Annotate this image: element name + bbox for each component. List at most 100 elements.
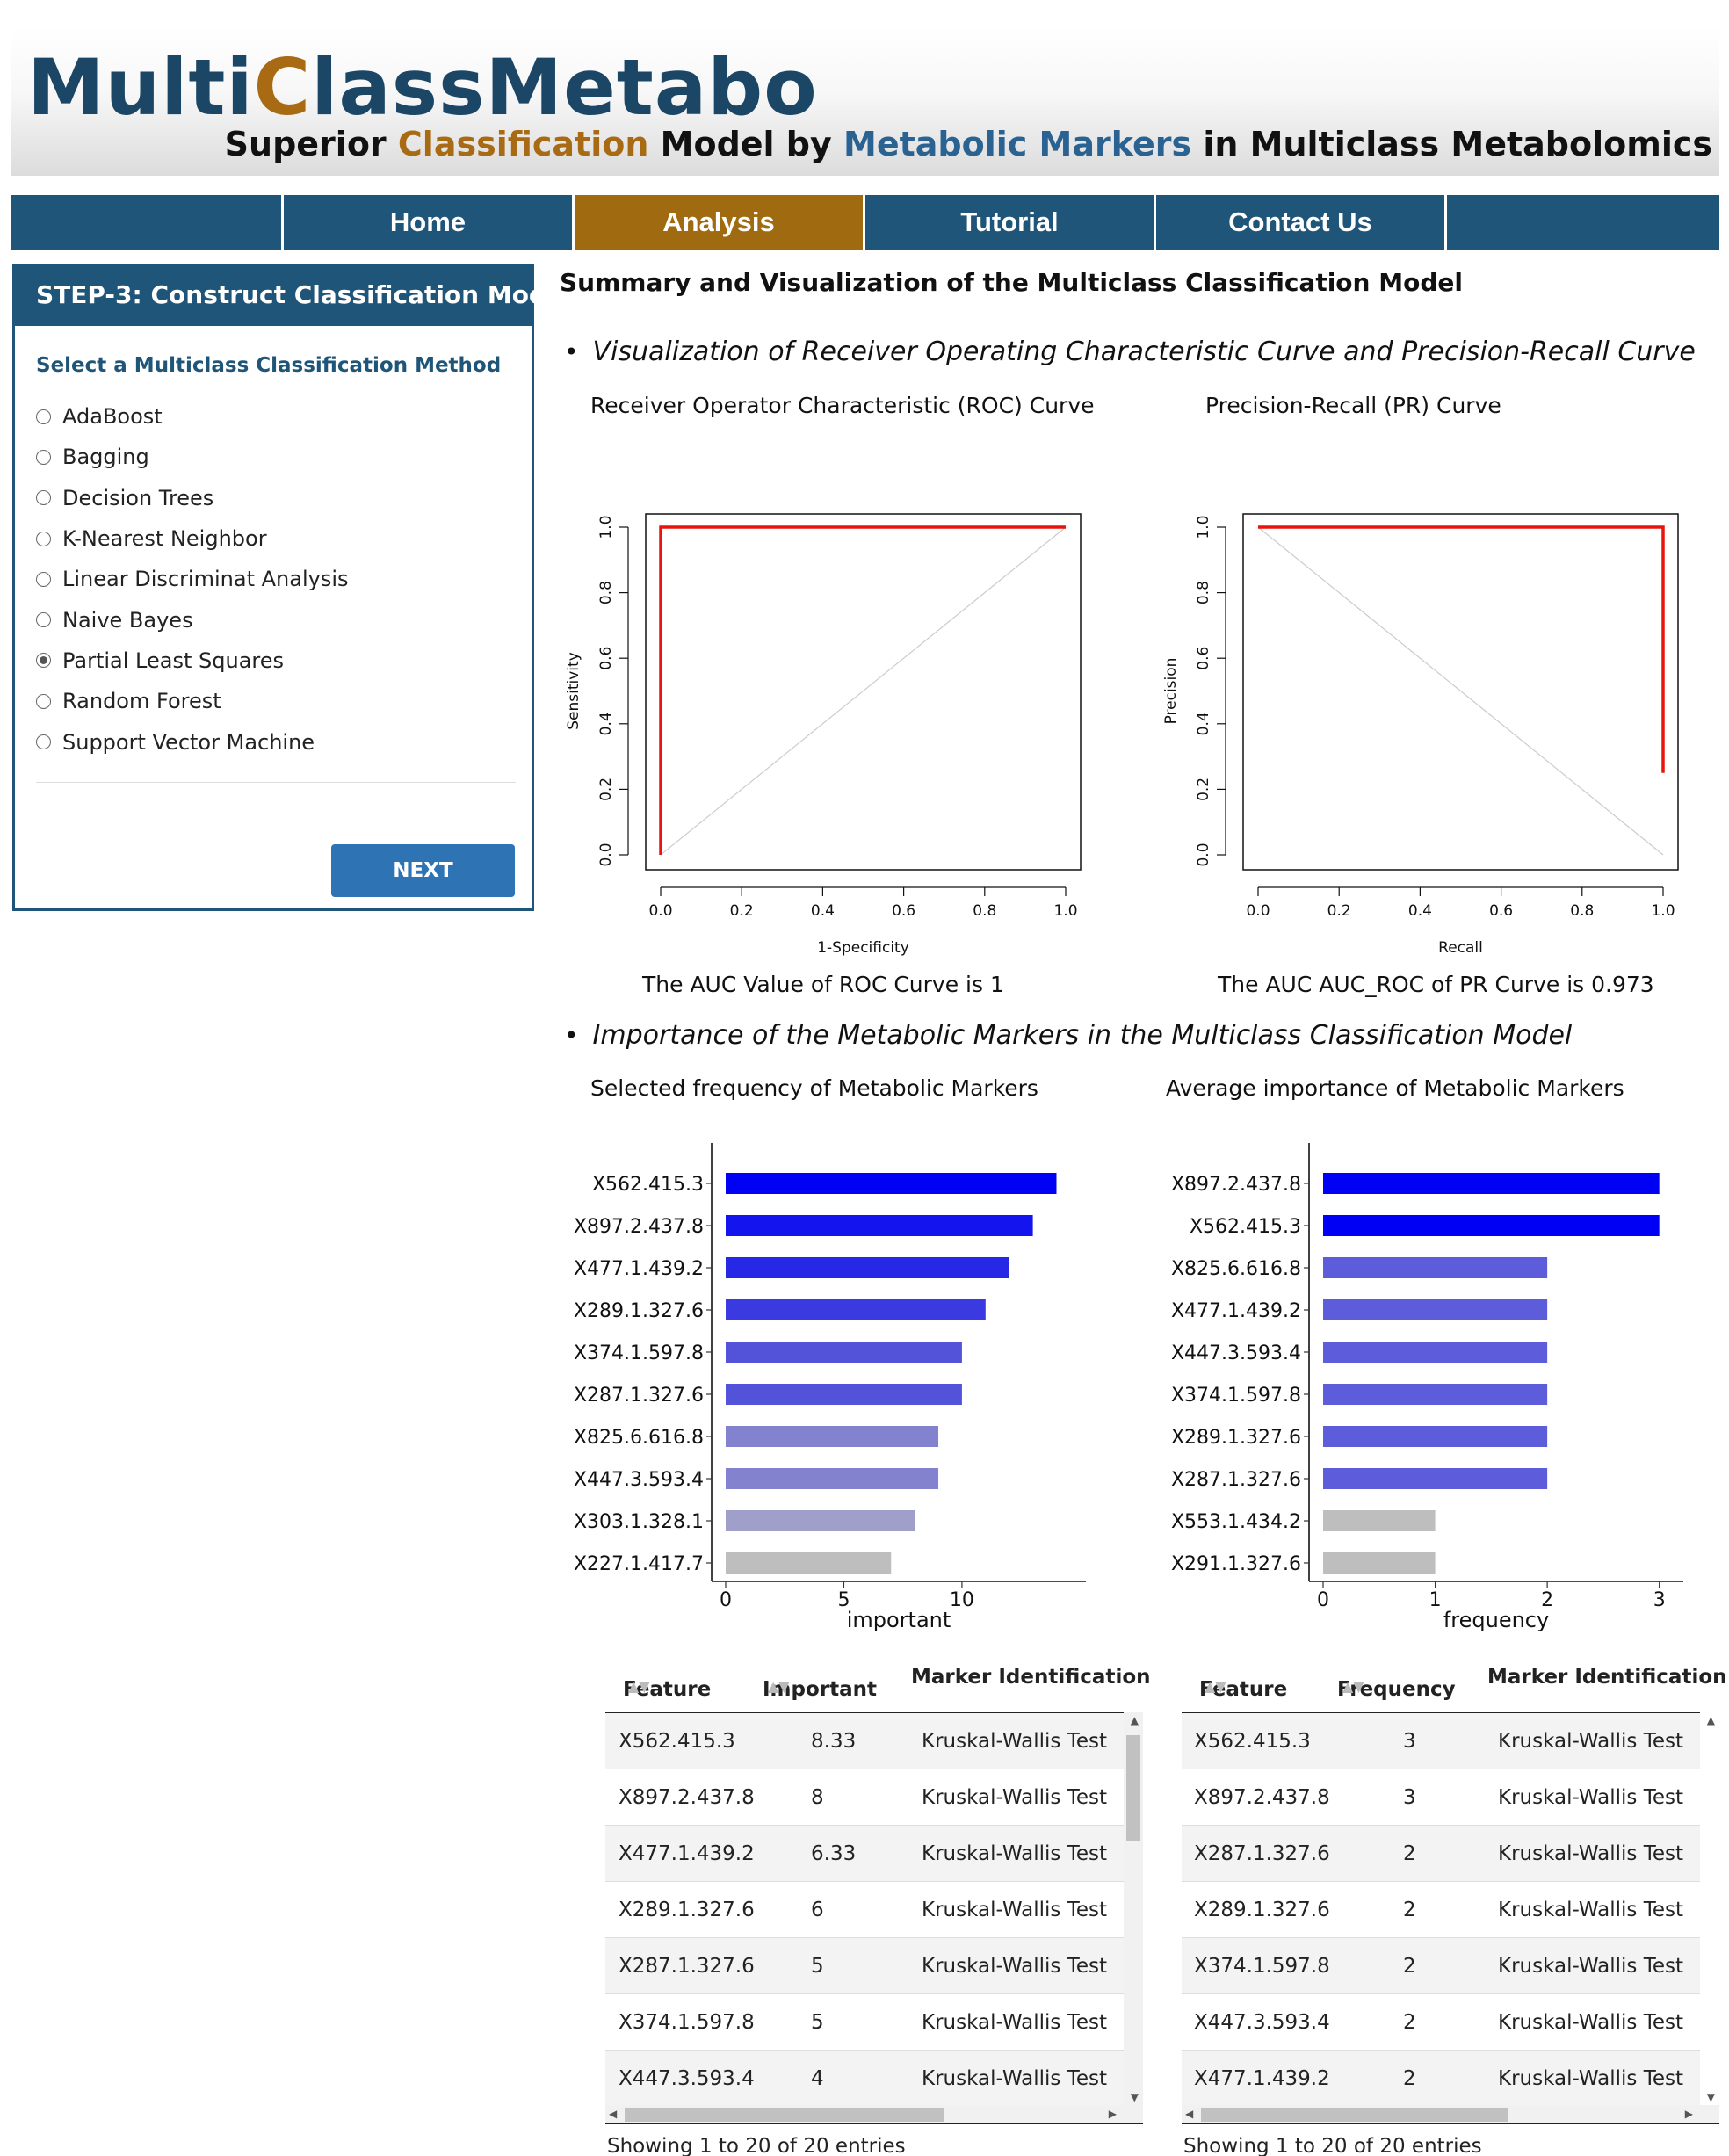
table-row[interactable]: X447.3.593.4 4 Kruskal-Wallis Test (605, 2051, 1143, 2105)
radio-icon[interactable] (36, 449, 51, 465)
site-logo[interactable]: MultiClassMetabo (27, 42, 818, 133)
cell-marker: Kruskal-Wallis Test (922, 1842, 1107, 1865)
frequency-table: Feature ▲▼ Frequency ▲▼ Marker Identificat… (1182, 1653, 1727, 2156)
method-option[interactable]: Bagging (36, 437, 349, 477)
table-row[interactable]: X562.415.3 8.33 Kruskal-Wallis Test (605, 1713, 1143, 1769)
method-prompt: Select a Multiclass Classification Metho… (36, 354, 502, 377)
radio-icon[interactable] (36, 409, 51, 424)
table-row[interactable]: X374.1.597.8 5 Kruskal-Wallis Test (605, 1994, 1143, 2051)
nav-contact-us[interactable]: Contact Us (1156, 195, 1447, 250)
cell-marker: Kruskal-Wallis Test (1498, 1842, 1683, 1865)
table-body: X562.415.3 3 Kruskal-Wallis Test X897.2.437… (1182, 1712, 1719, 2105)
x-tick-label: 3 (1653, 1589, 1666, 1611)
vertical-scrollbar[interactable]: ▲ ▼ (1124, 1712, 1143, 2105)
importance-chart-title: Average importance of Metabolic Markers (1166, 1075, 1624, 1101)
table-info: Showing 1 to 20 of 20 entries (1183, 2135, 1482, 2156)
radio-checked-icon[interactable] (36, 653, 51, 669)
bar (726, 1426, 939, 1447)
cell-important: 5 (811, 2011, 824, 2034)
bar (726, 1257, 1009, 1278)
table-row[interactable]: X477.1.439.2 6.33 Kruskal-Wallis Test (605, 1826, 1143, 1882)
table-row[interactable]: X562.415.3 3 Kruskal-Wallis Test (1182, 1713, 1719, 1769)
scroll-left-icon[interactable]: ◀ (1185, 2108, 1194, 2120)
section-roc-pr: • Visualization of Receiver Operating Cha… (564, 336, 1696, 367)
important-bar-chart: X562.415.3 X897.2.437.8 X477.1.439.2 X289.1… (574, 1143, 1086, 1632)
bullet-icon: • (564, 1021, 579, 1050)
method-option-label: Linear Discriminat Analysis (62, 567, 349, 592)
x-tick-label: 5 (837, 1589, 850, 1611)
next-button[interactable]: NEXT (331, 844, 515, 897)
vertical-scrollbar[interactable]: ▲ ▼ (1700, 1712, 1719, 2105)
column-header-marker[interactable]: Marker Identification (1487, 1666, 1727, 1689)
pr-chart: 0.0 0.2 0.4 0.6 0.8 1.0 0.0 0.2 0.4 0.6 0.8 1.0 Reca… (1162, 513, 1679, 957)
scroll-left-icon[interactable]: ◀ (609, 2108, 618, 2120)
horizontal-scrollbar[interactable]: ◀ ▶ (605, 2105, 1143, 2124)
bar (1323, 1173, 1660, 1194)
radio-icon[interactable] (36, 490, 51, 506)
method-option[interactable]: Linear Discriminat Analysis (36, 559, 349, 599)
nav-analysis[interactable]: Analysis (575, 195, 865, 250)
frequency-chart-title: Selected frequency of Metabolic Markers (590, 1075, 1038, 1101)
cell-important: 6.33 (811, 1842, 857, 1865)
method-option-label: Random Forest (62, 689, 221, 714)
scroll-thumb[interactable] (1201, 2108, 1508, 2122)
method-option[interactable]: Partial Least Squares (36, 640, 349, 681)
y-tick-label: X303.1.328.1 (574, 1511, 704, 1533)
method-option[interactable]: Naive Bayes (36, 599, 349, 640)
bar (1323, 1426, 1548, 1447)
x-tick-label: 1 (1429, 1589, 1442, 1611)
cell-marker: Kruskal-Wallis Test (922, 1955, 1107, 1978)
site-header: MultiClassMetabo Superior Classification… (11, 26, 1719, 176)
table-row[interactable]: X447.3.593.4 2 Kruskal-Wallis Test (1182, 1994, 1719, 2051)
table-row[interactable]: X289.1.327.6 2 Kruskal-Wallis Test (1182, 1882, 1719, 1938)
cell-important: 6 (811, 1899, 824, 1921)
method-option[interactable]: AdaBoost (36, 396, 349, 437)
table-row[interactable]: X287.1.327.6 2 Kruskal-Wallis Test (1182, 1826, 1719, 1882)
scroll-down-icon[interactable]: ▼ (1706, 2091, 1715, 2103)
nav-tutorial[interactable]: Tutorial (865, 195, 1156, 250)
bar (1323, 1257, 1548, 1278)
scroll-right-icon[interactable]: ▶ (1684, 2108, 1693, 2120)
cell-frequency: 2 (1403, 1842, 1416, 1865)
table-row[interactable]: X477.1.439.2 2 Kruskal-Wallis Test (1182, 2051, 1719, 2105)
table-row[interactable]: X897.2.437.8 3 Kruskal-Wallis Test (1182, 1769, 1719, 1826)
reference-line (1257, 526, 1664, 856)
scroll-thumb[interactable] (625, 2108, 944, 2122)
column-header-marker[interactable]: Marker Identification (911, 1666, 1151, 1689)
scroll-right-icon[interactable]: ▶ (1108, 2108, 1117, 2120)
bar (726, 1384, 962, 1405)
table-row[interactable]: X287.1.327.6 5 Kruskal-Wallis Test (605, 1938, 1143, 1994)
nav-home[interactable]: Home (284, 195, 575, 250)
table-row[interactable]: X289.1.327.6 6 Kruskal-Wallis Test (605, 1882, 1143, 1938)
method-option[interactable]: Random Forest (36, 681, 349, 721)
cell-important: 8.33 (811, 1730, 857, 1753)
scroll-down-icon[interactable]: ▼ (1130, 2091, 1139, 2103)
scroll-up-icon[interactable]: ▲ (1130, 1714, 1139, 1726)
method-option[interactable]: K-Nearest Neighbor (36, 518, 349, 559)
radio-icon[interactable] (36, 734, 51, 750)
y-tick-label: X289.1.327.6 (574, 1300, 704, 1322)
radio-icon[interactable] (36, 531, 51, 546)
table-row[interactable]: X897.2.437.8 8 Kruskal-Wallis Test (605, 1769, 1143, 1826)
bar (726, 1173, 1057, 1194)
cell-marker: Kruskal-Wallis Test (922, 1730, 1107, 1753)
nav-spacer-right (1447, 195, 1719, 250)
cell-feature: X289.1.327.6 (1194, 1899, 1330, 1921)
method-option[interactable]: Support Vector Machine (36, 721, 349, 762)
y-tick-label: X897.2.437.8 (1171, 1174, 1301, 1196)
main-nav: Home Analysis Tutorial Contact Us (11, 195, 1719, 250)
method-option[interactable]: Decision Trees (36, 478, 349, 518)
radio-icon[interactable] (36, 571, 51, 587)
radio-icon[interactable] (36, 612, 51, 628)
sort-icon: ▲▼ (628, 1678, 650, 1695)
cell-feature: X374.1.597.8 (619, 2011, 755, 2034)
horizontal-scrollbar[interactable]: ◀ ▶ (1182, 2105, 1719, 2124)
cell-feature: X447.3.593.4 (1194, 2011, 1330, 2034)
scroll-thumb[interactable] (1126, 1735, 1140, 1841)
radio-icon[interactable] (36, 693, 51, 709)
plot-frame (1242, 513, 1679, 871)
y-tick-label: 0.8 (1195, 581, 1212, 604)
bar (726, 1299, 986, 1320)
scroll-up-icon[interactable]: ▲ (1706, 1714, 1715, 1726)
table-row[interactable]: X374.1.597.8 2 Kruskal-Wallis Test (1182, 1938, 1719, 1994)
